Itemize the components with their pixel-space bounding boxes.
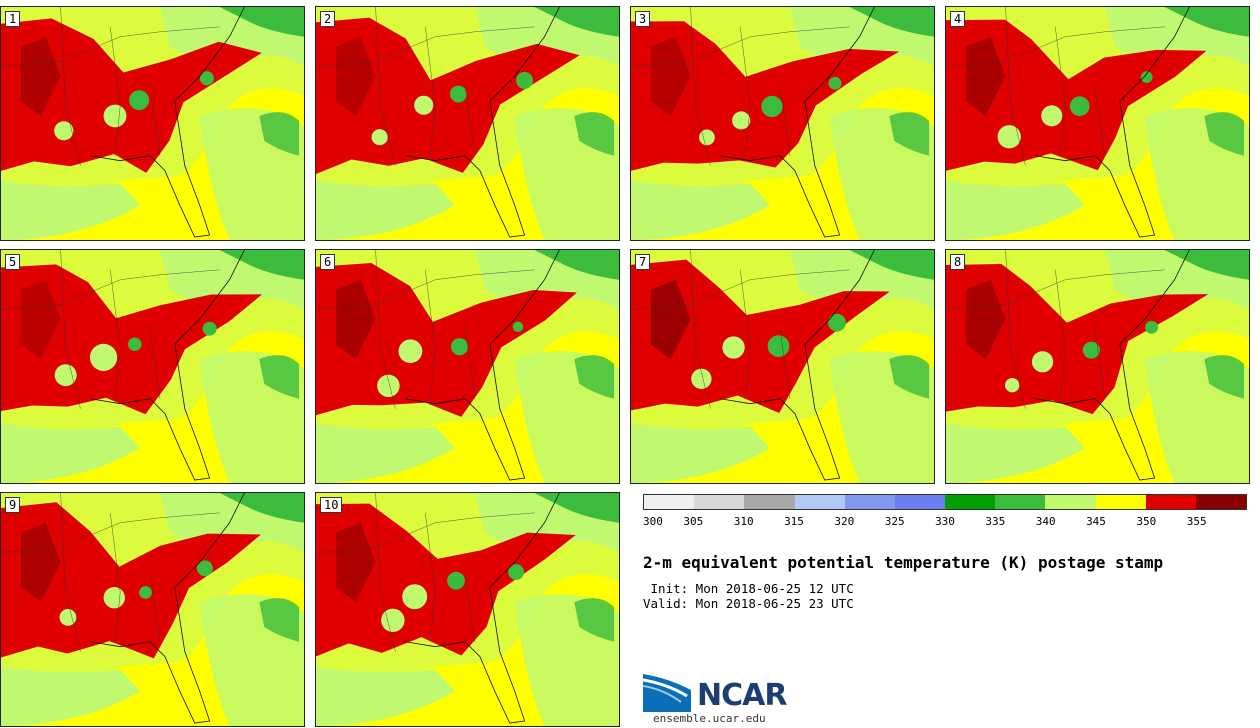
colorbar-segment [794, 495, 845, 509]
postage-stamp-panel: 7 [630, 249, 935, 484]
valid-time: Valid: Mon 2018-06-25 23 UTC [643, 596, 854, 611]
colorbar-tick-label: 300 [643, 515, 663, 528]
stamp-number: 4 [950, 11, 966, 27]
map-icon [316, 250, 619, 483]
colorbar-segment [644, 495, 695, 509]
stamp-number: 3 [635, 11, 651, 27]
map-icon [1, 250, 304, 483]
colorbar-tick-label: 320 [834, 515, 855, 528]
colorbar-tick-label: 340 [1035, 515, 1056, 528]
colorbar [643, 494, 1247, 510]
colorbar-tick-label: 330 [935, 515, 955, 528]
colorbar-segment [1095, 495, 1146, 509]
stamp-number: 9 [5, 497, 21, 513]
colorbar-segment [844, 495, 895, 509]
colorbar-segment [744, 495, 795, 509]
ncar-logo-icon [643, 674, 691, 712]
postage-stamp-panel: 9 [0, 492, 305, 727]
map-title: 2-m equivalent potential temperature (K)… [643, 553, 1164, 572]
postage-stamp-panel: 10 [315, 492, 620, 727]
map-icon [946, 7, 1249, 240]
stamp-number: 2 [320, 11, 336, 27]
postage-stamp-panel: 1 [0, 6, 305, 241]
stamp-number: 8 [950, 254, 966, 270]
map-icon [631, 250, 934, 483]
map-icon [631, 7, 934, 240]
colorbar-tick-label: 345 [1086, 515, 1106, 528]
colorbar-segment [1195, 495, 1247, 509]
colorbar-segment [894, 495, 946, 509]
postage-stamp-panel: 5 [0, 249, 305, 484]
map-icon [946, 250, 1249, 483]
colorbar-segment [694, 495, 745, 509]
colorbar-tick-label: 335 [985, 515, 1006, 528]
colorbar-tick-label: 355 [1186, 515, 1207, 528]
map-icon [1, 7, 304, 240]
stamp-number: 7 [635, 254, 651, 270]
postage-stamp-panel: 4 [945, 6, 1250, 241]
colorbar-segment [945, 495, 996, 509]
colorbar-tick-label: 350 [1136, 515, 1157, 528]
map-icon [316, 7, 619, 240]
map-icon [316, 493, 619, 726]
postage-stamp-panel: 6 [315, 249, 620, 484]
init-time: Init: Mon 2018-06-25 12 UTC [643, 581, 854, 596]
postage-stamp-panel: 2 [315, 6, 620, 241]
map-icon [1, 493, 304, 726]
colorbar-ticks: 300 305 310 315 320 325 330 335 340 345 350 355 [643, 515, 1247, 529]
colorbar-segment [995, 495, 1046, 509]
colorbar-segment [1045, 495, 1096, 509]
colorbar-segment [1145, 495, 1196, 509]
stamp-number: 1 [5, 11, 21, 27]
ncar-logo-text: NCAR [697, 678, 787, 713]
stamp-number: 6 [320, 254, 336, 270]
colorbar-tick-label: 310 [733, 515, 754, 528]
colorbar-tick-label: 305 [683, 515, 704, 528]
postage-stamp-panel: 8 [945, 249, 1250, 484]
colorbar-tick-label: 315 [784, 515, 804, 528]
postage-stamp-panel: 3 [630, 6, 935, 241]
stamp-number: 10 [320, 497, 343, 513]
stamp-number: 5 [5, 254, 21, 270]
site-url: ensemble.ucar.edu [653, 712, 766, 725]
colorbar-tick-label: 325 [884, 515, 905, 528]
